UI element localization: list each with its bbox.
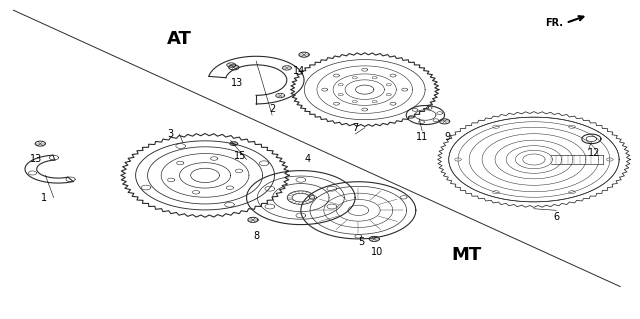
Text: 11: 11 [416,132,428,142]
Text: 10: 10 [371,247,383,256]
Text: 9: 9 [445,132,451,142]
Text: 1: 1 [41,193,47,203]
Text: FR.: FR. [545,18,563,28]
Text: 4: 4 [304,154,310,165]
Text: 2: 2 [269,104,275,114]
Text: 7: 7 [352,123,358,133]
Text: 13: 13 [231,78,243,88]
Text: 13: 13 [29,154,42,165]
Text: MT: MT [452,246,482,264]
Text: AT: AT [167,30,192,48]
Text: 3: 3 [167,129,173,139]
Text: 6: 6 [553,212,559,222]
Text: 12: 12 [588,148,601,158]
Text: 5: 5 [358,237,365,247]
Text: 8: 8 [253,231,259,241]
Text: 14: 14 [293,66,306,76]
Text: 15: 15 [234,151,246,161]
